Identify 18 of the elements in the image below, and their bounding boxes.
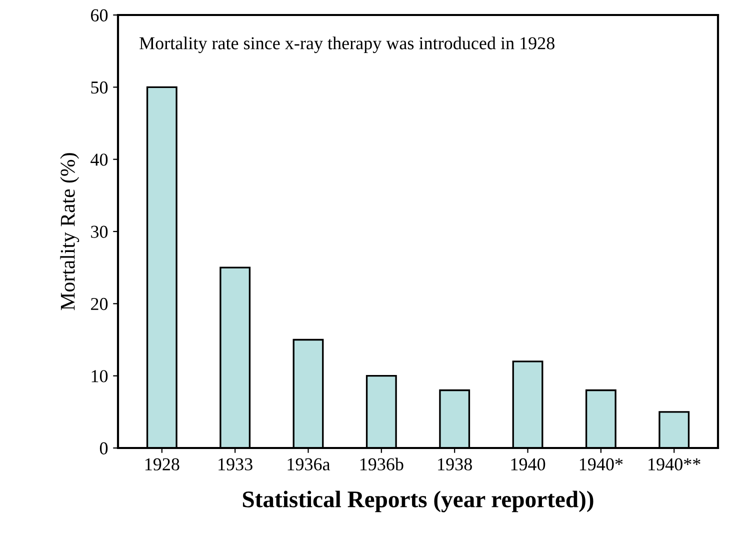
x-tick-label: 1928 — [145, 458, 180, 470]
y-tick-label: 20 — [91, 298, 108, 310]
x-axis-title: Statistical Reports (year reported)) — [242, 490, 594, 512]
x-tick-label: 1936b — [360, 458, 404, 470]
y-tick-label: 0 — [100, 442, 108, 454]
y-tick-label: 60 — [91, 9, 108, 22]
x-tick-label: 1940* — [580, 458, 623, 470]
y-axis-title: Mortality Rate (%) — [60, 153, 80, 310]
x-tick-label: 1940 — [511, 458, 546, 470]
y-tick-label: 10 — [92, 370, 108, 382]
y-tick-label: 30 — [91, 226, 108, 238]
x-tick-label: 1938 — [438, 458, 472, 470]
x-tick-label: 1936a — [288, 458, 330, 470]
y-tick-label: 50 — [91, 81, 108, 94]
x-tick-label: 1940** — [648, 458, 700, 470]
x-tick-label: 1933 — [218, 458, 252, 470]
annotation: Mortality rate since x-ray therapy was introduced in 1928 — [140, 36, 554, 54]
y-tick-label: 40 — [90, 154, 108, 166]
